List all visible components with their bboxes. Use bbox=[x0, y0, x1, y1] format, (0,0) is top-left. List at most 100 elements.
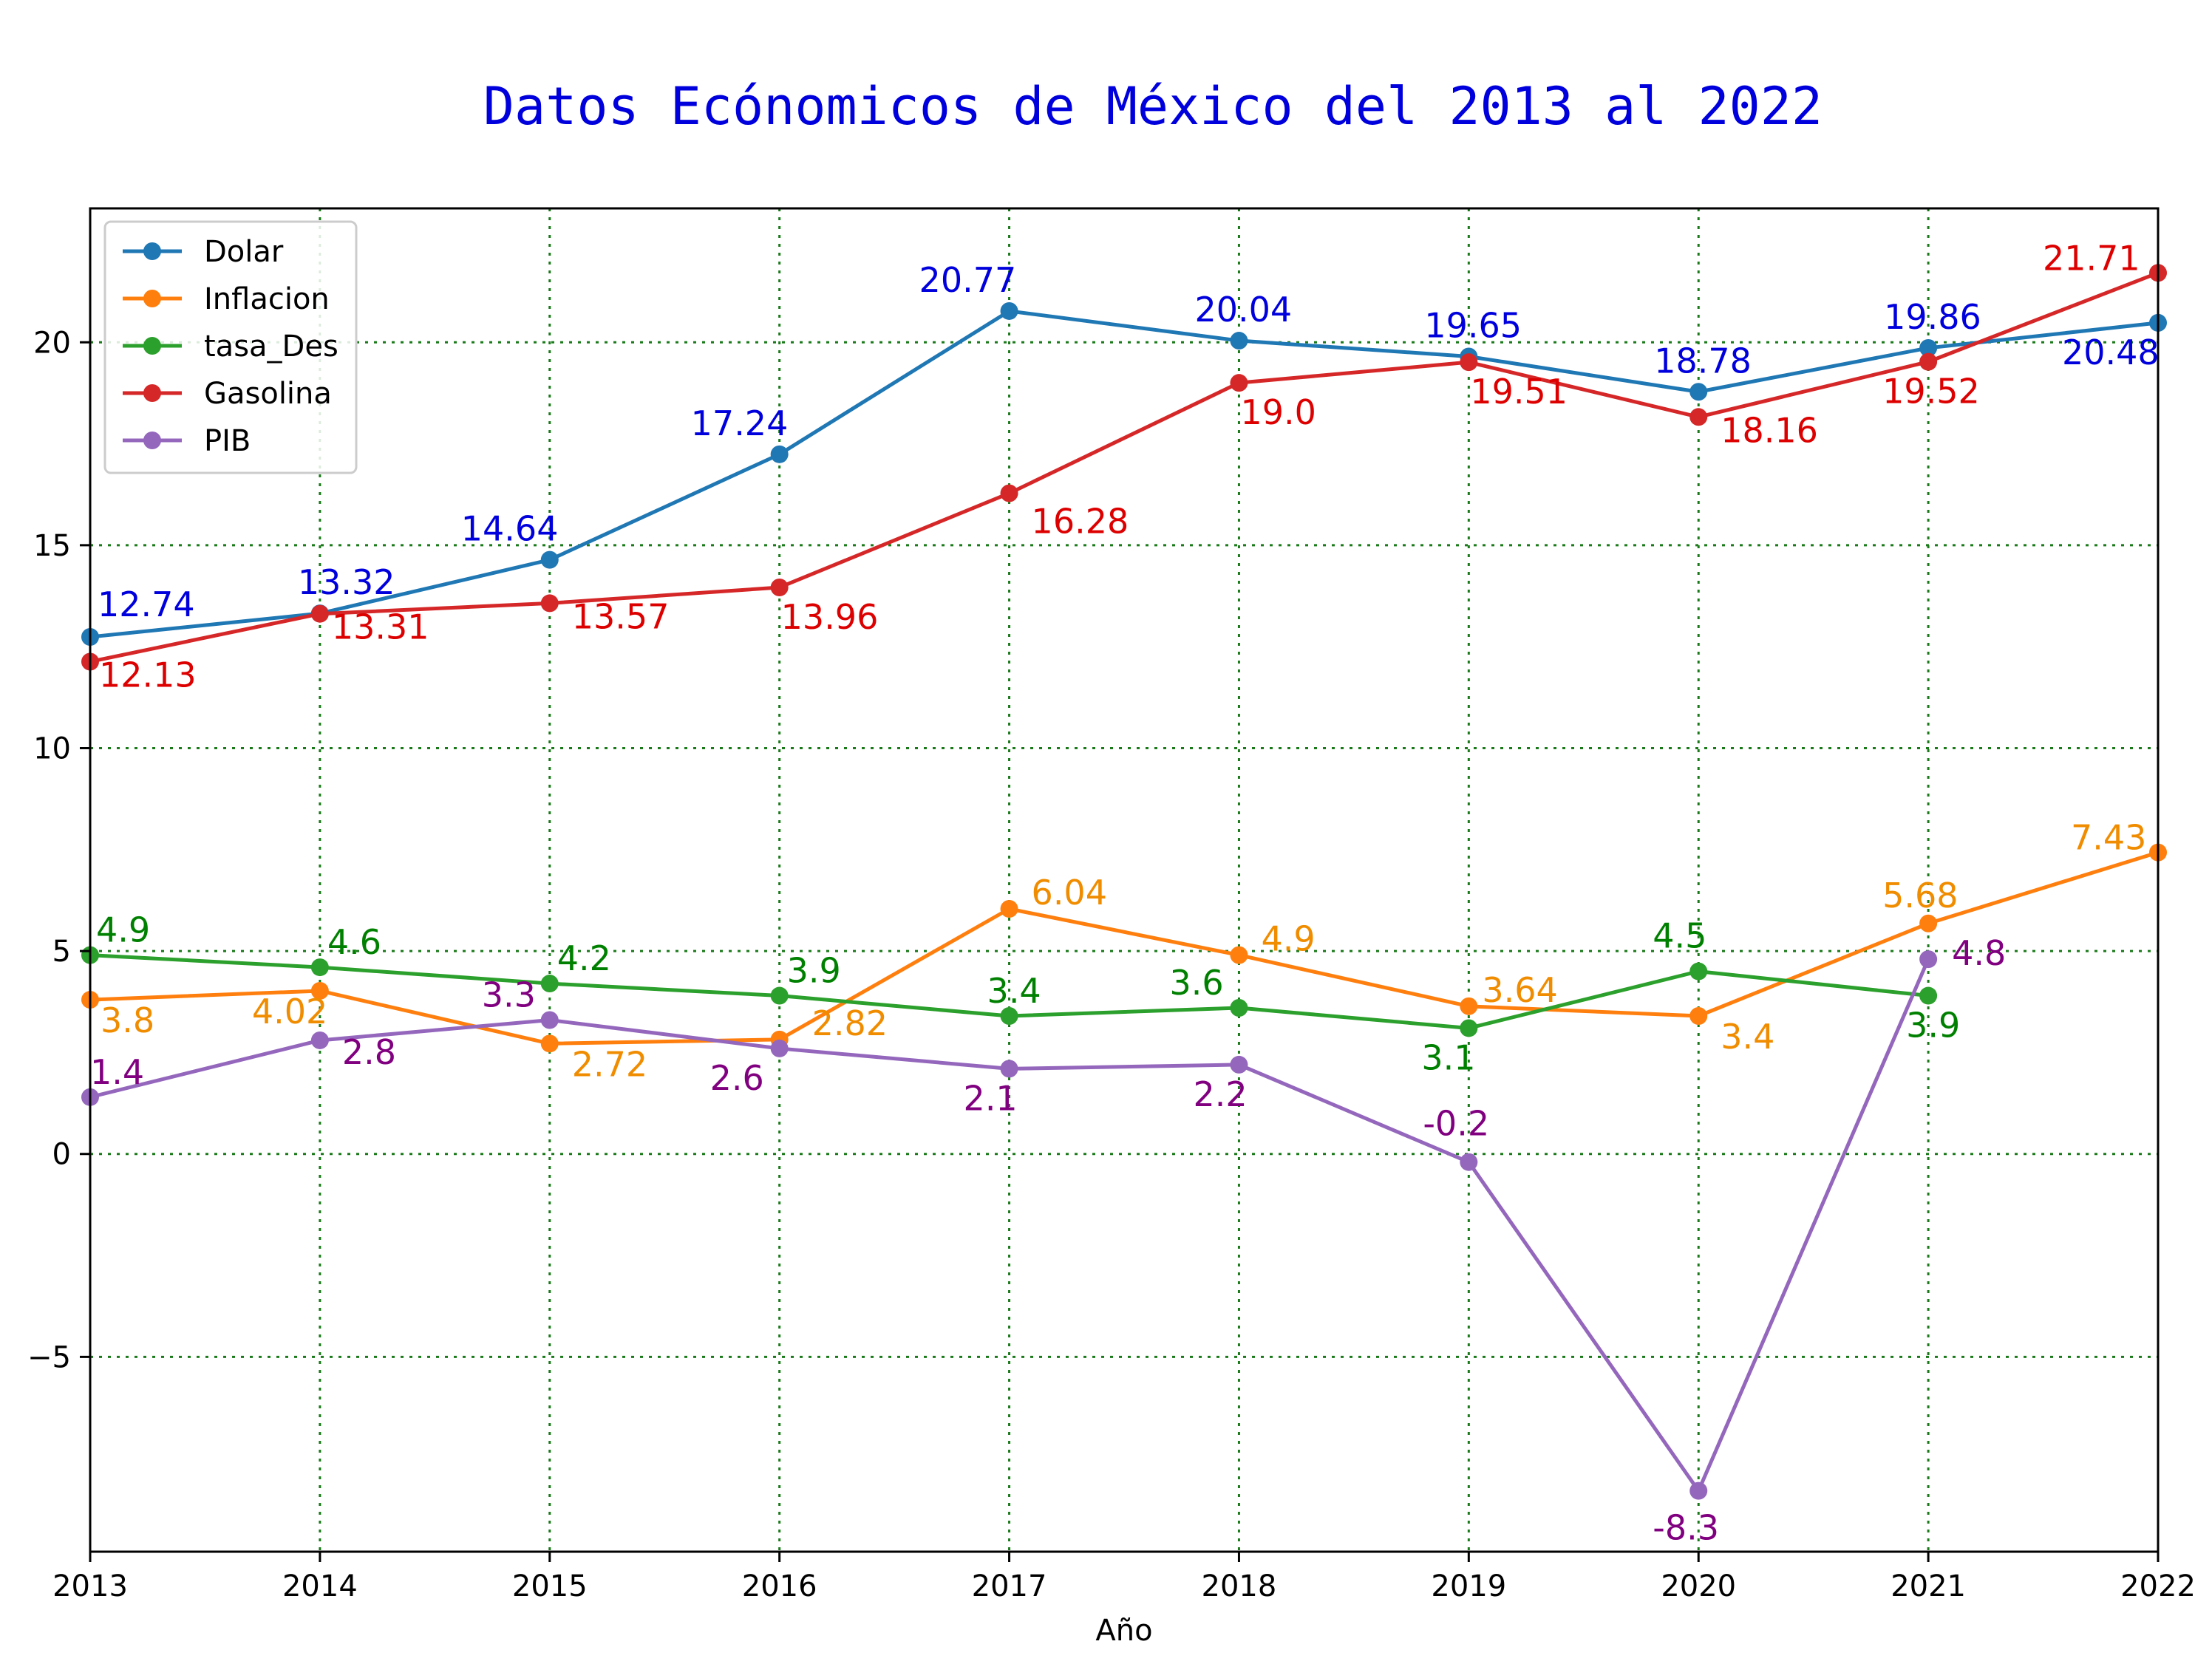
data-point bbox=[540, 550, 559, 569]
legend-item-pib: PIB bbox=[123, 424, 251, 458]
legend-item-inflacion: Inflacion bbox=[123, 282, 330, 316]
legend-item-gasolina: Gasolina bbox=[123, 377, 332, 411]
legend-label: PIB bbox=[204, 424, 251, 458]
legend-swatch-marker bbox=[143, 337, 161, 355]
data-point bbox=[1230, 374, 1248, 392]
series-gasolina bbox=[81, 264, 2167, 671]
y-tick-label: 5 bbox=[52, 935, 71, 969]
data-label: 20.04 bbox=[1194, 290, 1292, 330]
data-labels: 12.74 13.32 14.64 17.24 20.77 20.04 19.65 18.78… bbox=[90, 238, 2160, 1547]
series-inflacion bbox=[81, 843, 2167, 1053]
data-point bbox=[1230, 946, 1248, 964]
data-point bbox=[1000, 301, 1018, 320]
data-label: 6.04 bbox=[1032, 873, 1107, 913]
data-label: 3.3 bbox=[482, 975, 536, 1015]
data-point bbox=[1230, 999, 1248, 1017]
x-tick-label: 2013 bbox=[52, 1569, 128, 1603]
legend-swatch-marker bbox=[143, 242, 161, 260]
y-tick-label: 10 bbox=[33, 732, 71, 765]
data-point bbox=[540, 594, 559, 613]
data-label: 13.32 bbox=[298, 562, 395, 602]
data-label: 18.78 bbox=[1654, 341, 1752, 381]
legend-item-tasa-des: tasa_Des bbox=[123, 330, 338, 364]
x-tick-label: 2021 bbox=[1891, 1569, 1966, 1603]
data-point bbox=[1230, 1055, 1248, 1074]
data-label: 21.71 bbox=[2043, 238, 2140, 278]
series-line bbox=[89, 850, 2159, 1046]
data-label: 20.48 bbox=[2062, 333, 2160, 372]
data-point bbox=[770, 1039, 789, 1057]
y-tick-label: 0 bbox=[52, 1138, 71, 1172]
data-point bbox=[540, 1011, 559, 1029]
series-tasa-des bbox=[81, 946, 1938, 1037]
data-point bbox=[1689, 408, 1708, 426]
legend-box bbox=[103, 220, 358, 474]
legend-item-dolar: Dolar bbox=[123, 235, 284, 269]
data-label: 12.74 bbox=[98, 584, 195, 624]
data-label: 14.64 bbox=[461, 509, 559, 549]
data-label: 3.4 bbox=[987, 971, 1041, 1011]
x-tick-label: 2020 bbox=[1661, 1569, 1736, 1603]
data-label: 3.6 bbox=[1169, 963, 1223, 1003]
grid-lines bbox=[89, 208, 2160, 1552]
data-point bbox=[540, 975, 559, 993]
data-point bbox=[1689, 1006, 1708, 1025]
data-point bbox=[1000, 484, 1018, 502]
x-tick-label: 2015 bbox=[512, 1569, 588, 1603]
x-tick-label: 2016 bbox=[742, 1569, 817, 1603]
data-label: 4.9 bbox=[96, 910, 150, 950]
data-label: 4.5 bbox=[1653, 916, 1706, 956]
data-point bbox=[1000, 899, 1018, 918]
data-point bbox=[1460, 997, 1478, 1015]
data-label: -0.2 bbox=[1423, 1104, 1489, 1144]
x-tick-label: 2018 bbox=[1202, 1569, 1277, 1603]
data-label: 4.6 bbox=[327, 922, 381, 962]
data-point bbox=[1919, 914, 1938, 932]
legend-swatch-marker bbox=[143, 432, 161, 449]
data-label: 2.8 bbox=[342, 1032, 396, 1072]
data-label: 19.52 bbox=[1882, 372, 1980, 412]
data-point bbox=[1919, 338, 1938, 357]
legend-label: Gasolina bbox=[204, 377, 332, 411]
data-label: 3.64 bbox=[1482, 970, 1557, 1010]
data-label: 2.82 bbox=[812, 1003, 888, 1043]
data-point bbox=[310, 604, 329, 623]
axis-ticks: 2013 2014 2015 2016 2017 2018 2019 2020 2021 2022… bbox=[27, 326, 2196, 1603]
legend-label: Dolar bbox=[204, 235, 284, 269]
data-label: 13.31 bbox=[332, 607, 429, 647]
data-point bbox=[310, 958, 329, 977]
data-label: 3.8 bbox=[101, 1000, 154, 1040]
data-label: 16.28 bbox=[1032, 502, 1129, 542]
data-label: -8.3 bbox=[1653, 1508, 1719, 1548]
legend-swatch-marker bbox=[143, 290, 161, 307]
data-point bbox=[1000, 1006, 1018, 1025]
x-axis-label: Año bbox=[1095, 1614, 1152, 1648]
data-label: 4.02 bbox=[252, 992, 327, 1032]
data-label: 17.24 bbox=[691, 403, 789, 443]
data-label: 19.65 bbox=[1424, 305, 1522, 345]
series-layer bbox=[81, 264, 2167, 1500]
chart-title: Datos Ecónomicos de México del 2013 al 2… bbox=[483, 76, 1823, 137]
data-label: 20.77 bbox=[919, 260, 1017, 300]
data-label: 5.68 bbox=[1882, 876, 1958, 915]
data-label: 2.6 bbox=[710, 1058, 764, 1098]
data-point bbox=[540, 1034, 559, 1053]
data-label: 4.9 bbox=[1261, 919, 1315, 959]
data-label: 18.16 bbox=[1721, 410, 1818, 450]
data-point bbox=[1000, 1060, 1018, 1078]
data-point bbox=[1689, 1481, 1708, 1500]
data-label: 12.13 bbox=[99, 655, 197, 695]
data-label: 3.9 bbox=[787, 951, 841, 991]
data-point bbox=[310, 1031, 329, 1049]
y-tick-label: −5 bbox=[27, 1340, 71, 1374]
data-point bbox=[1919, 986, 1938, 1005]
data-label: 4.8 bbox=[1952, 933, 2006, 973]
x-tick-label: 2014 bbox=[282, 1569, 358, 1603]
data-point bbox=[1919, 950, 1938, 969]
data-label: 13.57 bbox=[572, 596, 670, 636]
data-point bbox=[1460, 353, 1478, 372]
data-point bbox=[770, 986, 789, 1005]
series-pib bbox=[81, 950, 1938, 1500]
data-point bbox=[1460, 1019, 1478, 1037]
